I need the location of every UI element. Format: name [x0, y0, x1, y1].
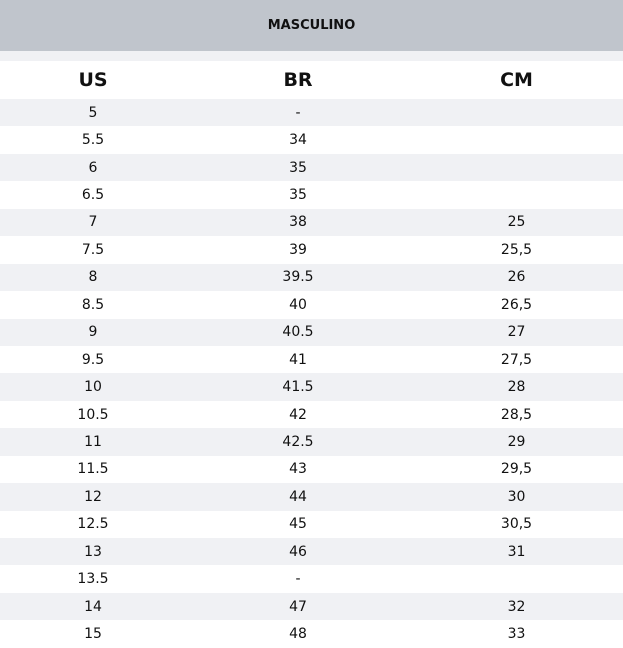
- cell-us: 15: [84, 626, 102, 643]
- header-row: US BR CM: [0, 61, 623, 99]
- cell-br: 40: [289, 296, 307, 313]
- table-row: 10 41.5 28: [0, 373, 623, 401]
- cell-us: 8: [88, 269, 98, 286]
- cell-cm: 30: [507, 488, 526, 505]
- cell-us: 7.5: [81, 241, 105, 258]
- table-row: 9.5 41 27,5: [0, 346, 623, 373]
- cell-br: 34: [289, 132, 307, 149]
- cell-br: 44: [289, 488, 307, 505]
- cell-cm: 25: [507, 214, 526, 231]
- cell-us: 10: [84, 379, 102, 396]
- cell-br: 42: [289, 406, 307, 423]
- cell-cm: 27,5: [500, 351, 533, 368]
- cell-br: 46: [289, 543, 307, 560]
- table-row: 10.5 42 28,5: [0, 401, 623, 428]
- cell-cm: 28,5: [500, 406, 533, 423]
- cell-cm: 27: [507, 324, 526, 341]
- cell-br: 47: [289, 598, 307, 615]
- cell-br: 43: [289, 461, 307, 478]
- cell-cm: 28: [507, 379, 526, 396]
- cell-us: 5.5: [81, 132, 105, 149]
- header-us: US: [78, 69, 108, 91]
- table-row: 8.5 40 26,5: [0, 291, 623, 318]
- cell-br: 40.5: [282, 324, 314, 341]
- table-row: 14 47 32: [0, 592, 623, 621]
- cell-cm: 29: [507, 433, 526, 450]
- cell-us: 8.5: [81, 296, 105, 313]
- cell-us: 12.5: [77, 516, 109, 533]
- cell-br: 42.5: [282, 433, 314, 450]
- cell-cm: 30,5: [500, 516, 533, 533]
- cell-cm: 29,5: [500, 461, 533, 478]
- cell-br: 38: [289, 214, 307, 231]
- table-row: 12.5 45 30,5: [0, 511, 623, 538]
- cell-cm: 26: [507, 269, 526, 286]
- cell-br: 39.5: [282, 269, 314, 286]
- table-row: 15 48 33: [0, 620, 623, 647]
- table-body: 5-5.5 34 6 35 6.5 35 7 38 25 7.5 39 25,5 8 39.5 26 8.5 4…: [0, 99, 623, 648]
- table-row: 5-: [0, 99, 623, 127]
- cell-br: 48: [289, 626, 307, 643]
- cell-cm: 25,5: [500, 241, 533, 258]
- cell-us: 9.5: [81, 351, 105, 368]
- table-row: 6 35: [0, 153, 623, 182]
- cell-br: 45: [289, 516, 307, 533]
- cell-us: 10.5: [77, 406, 109, 423]
- header-br: BR: [283, 69, 313, 91]
- cell-us: 9: [88, 324, 98, 341]
- cell-br: 41: [289, 351, 307, 368]
- table-row: 7.5 39 25,5: [0, 236, 623, 263]
- cell-us: 13.5: [77, 571, 109, 588]
- cell-us: 12: [84, 488, 102, 505]
- table-row: 13.5 -: [0, 565, 623, 592]
- cell-cm: 33: [507, 626, 526, 643]
- cell-br: -: [295, 104, 301, 121]
- cell-us: 13: [84, 543, 102, 560]
- table-row: 12 44 30: [0, 483, 623, 511]
- table-row: 7 38 25: [0, 208, 623, 237]
- table-row: 6.5 35: [0, 181, 623, 208]
- cell-us: 5: [88, 104, 98, 121]
- cell-us: 6.5: [81, 187, 105, 204]
- cell-cm: 31: [507, 543, 526, 560]
- cell-us: 6: [88, 159, 98, 176]
- cell-br: 41.5: [282, 379, 314, 396]
- cell-br: 35: [289, 159, 307, 176]
- table-row: 11.5 43 29,5: [0, 456, 623, 483]
- cell-br: 35: [289, 187, 307, 204]
- header-cm: CM: [500, 69, 533, 91]
- cell-br: -: [295, 571, 301, 588]
- cell-us: 11: [84, 433, 102, 450]
- cell-cm: 26,5: [500, 296, 533, 313]
- table-row: 8 39.5 26: [0, 263, 623, 292]
- table-row: 13 46 31: [0, 538, 623, 566]
- cell-us: 7: [88, 214, 98, 231]
- table-row: 5.5 34: [0, 126, 623, 153]
- table-row: 11 42.5 29: [0, 428, 623, 456]
- cell-br: 39: [289, 241, 307, 258]
- cell-cm: 32: [507, 598, 526, 615]
- table-row: 9 40.5 27: [0, 318, 623, 346]
- cell-us: 14: [84, 598, 102, 615]
- table-title: MASCULINO: [0, 0, 623, 51]
- divider: [0, 51, 623, 61]
- cell-us: 11.5: [77, 461, 109, 478]
